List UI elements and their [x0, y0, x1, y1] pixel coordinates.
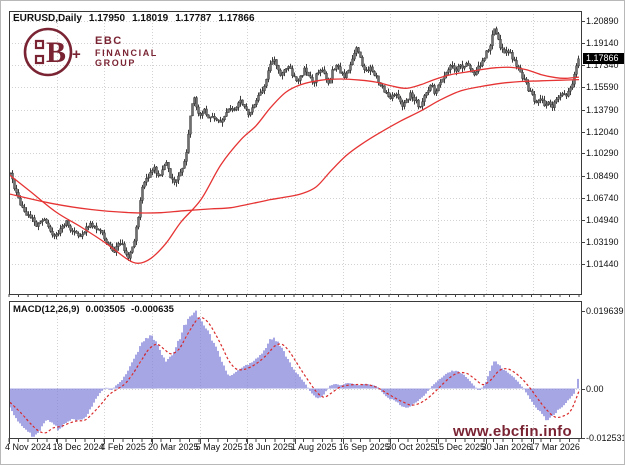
macd-signal-line: [9, 316, 580, 434]
price-axis-label: 1.20890: [586, 16, 619, 26]
date-axis-label: 20 Mar 2025: [148, 442, 199, 452]
date-axis-label: 30 Oct 2025: [386, 442, 436, 452]
price-axis-label: 1.10290: [586, 148, 619, 159]
candlesticks: [9, 26, 580, 262]
symbol-title: EURUSD,Daily: [13, 13, 82, 24]
date-axis-label: 1 Aug 2025: [291, 442, 337, 452]
ma-fast-line: [9, 66, 580, 264]
watermark-link: www.ebcfin.info: [453, 423, 572, 440]
quote-low: 1.17787: [175, 13, 212, 24]
date-axis-label: 15 Dec 2025: [434, 442, 486, 452]
price-axis-label: 1.15590: [586, 82, 619, 93]
ebc-logo-plus-icon: +: [72, 46, 81, 63]
price-axis-label: 1.01440: [586, 259, 619, 269]
ebc-logo: B + EBC FINANCIAL GROUP: [23, 26, 158, 78]
date-axis-label: 16 Sep 2025: [338, 442, 390, 452]
ebc-logo-circle-icon: B +: [23, 27, 81, 77]
price-axis-label: 1.08490: [586, 170, 619, 181]
date-axis-label: 30 Jan 2026: [481, 442, 532, 452]
current-price-tag: 1.17866: [583, 53, 624, 65]
macd-signal-value: -0.000635: [131, 304, 174, 315]
date-axis-label: 4 Nov 2024: [5, 442, 52, 452]
quote-high: 1.18019: [132, 13, 169, 24]
price-axis-label: 1.17340: [586, 60, 619, 71]
date-axis-label: 18 Dec 2024: [52, 442, 104, 452]
price-axis-label: 1.04940: [586, 215, 619, 226]
date-axis-label: 17 Mar 2026: [529, 442, 580, 452]
macd-axis-label: 0.019639: [586, 306, 624, 316]
macd-name: MACD(12,26,9): [13, 304, 80, 315]
quote-line: EURUSD,Daily 1.17950 1.18019 1.17787 1.1…: [13, 13, 255, 24]
ebc-logo-text: EBC FINANCIAL GROUP: [95, 35, 158, 68]
macd-axis-label: 0.00: [586, 383, 604, 394]
date-axis-label: 4 Feb 2025: [100, 442, 146, 452]
price-axis-label: 1.19140: [586, 37, 619, 48]
date-axis-label: 18 Jun 2025: [243, 442, 293, 452]
macd-main-value: 0.003505: [85, 304, 126, 315]
macd-axis-label: -0.012531: [586, 433, 625, 443]
price-axis-label: 1.03190: [586, 237, 619, 248]
svg-text:B: B: [46, 36, 66, 69]
ma-slow-line: [9, 78, 580, 214]
quote-close: 1.17866: [218, 13, 255, 24]
quote-open: 1.17950: [88, 13, 126, 24]
macd-histogram: [9, 310, 579, 437]
date-axis-label: 5 May 2025: [195, 442, 243, 452]
price-axis-label: 1.06740: [586, 192, 619, 203]
logo-line-3: GROUP: [95, 58, 137, 69]
logo-line-2: FINANCIAL: [95, 47, 158, 58]
logo-line-1: EBC: [95, 35, 123, 48]
macd-indicator-label: MACD(12,26,9) 0.003505 -0.000635: [13, 304, 174, 315]
price-axis-label: 1.13790: [586, 104, 619, 115]
axis-ticks: [8, 21, 585, 444]
price-axis-label: 1.12040: [586, 126, 619, 137]
